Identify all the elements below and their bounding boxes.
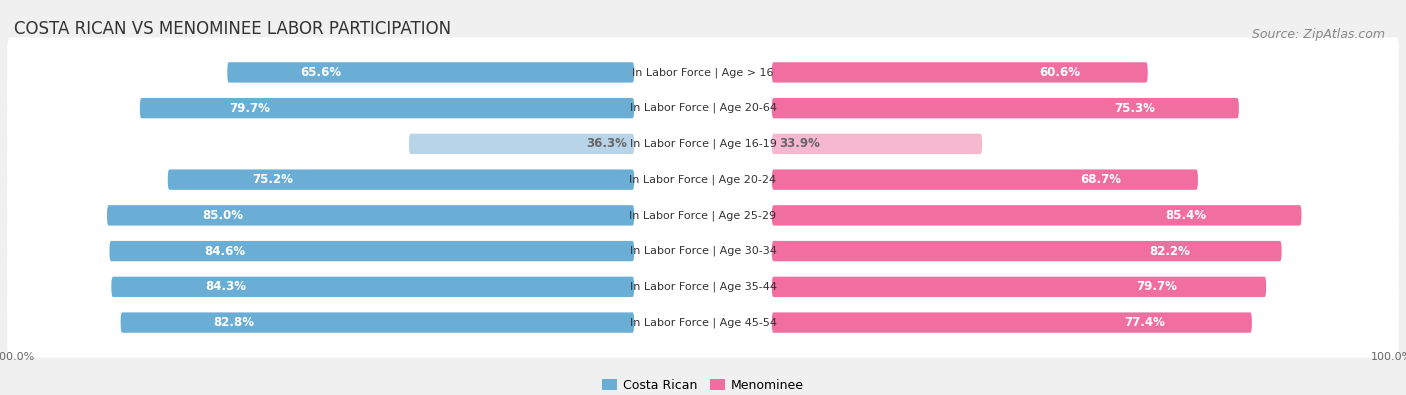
Text: Source: ZipAtlas.com: Source: ZipAtlas.com xyxy=(1251,28,1385,41)
Text: 75.3%: 75.3% xyxy=(1114,102,1154,115)
FancyBboxPatch shape xyxy=(772,62,1147,83)
Text: 79.7%: 79.7% xyxy=(1136,280,1177,293)
FancyBboxPatch shape xyxy=(772,205,1302,226)
Text: In Labor Force | Age 30-34: In Labor Force | Age 30-34 xyxy=(630,246,776,256)
FancyBboxPatch shape xyxy=(110,241,634,261)
Text: In Labor Force | Age > 16: In Labor Force | Age > 16 xyxy=(633,67,773,78)
FancyBboxPatch shape xyxy=(772,241,1282,261)
Text: 82.2%: 82.2% xyxy=(1149,245,1189,258)
Text: 60.6%: 60.6% xyxy=(1039,66,1080,79)
Text: 65.6%: 65.6% xyxy=(301,66,342,79)
FancyBboxPatch shape xyxy=(7,109,1399,179)
FancyBboxPatch shape xyxy=(139,98,634,118)
FancyBboxPatch shape xyxy=(107,205,634,226)
Legend: Costa Rican, Menominee: Costa Rican, Menominee xyxy=(598,375,808,395)
FancyBboxPatch shape xyxy=(772,312,1251,333)
Text: 79.7%: 79.7% xyxy=(229,102,270,115)
FancyBboxPatch shape xyxy=(111,276,634,297)
FancyBboxPatch shape xyxy=(7,288,1399,357)
Text: 36.3%: 36.3% xyxy=(586,137,627,150)
Text: In Labor Force | Age 16-19: In Labor Force | Age 16-19 xyxy=(630,139,776,149)
Text: In Labor Force | Age 45-54: In Labor Force | Age 45-54 xyxy=(630,317,776,328)
FancyBboxPatch shape xyxy=(772,169,1198,190)
Text: 68.7%: 68.7% xyxy=(1080,173,1121,186)
Text: In Labor Force | Age 35-44: In Labor Force | Age 35-44 xyxy=(630,282,776,292)
FancyBboxPatch shape xyxy=(7,145,1399,214)
Text: In Labor Force | Age 20-64: In Labor Force | Age 20-64 xyxy=(630,103,776,113)
Text: 75.2%: 75.2% xyxy=(252,173,292,186)
Text: 33.9%: 33.9% xyxy=(779,137,820,150)
Text: COSTA RICAN VS MENOMINEE LABOR PARTICIPATION: COSTA RICAN VS MENOMINEE LABOR PARTICIPA… xyxy=(14,21,451,38)
FancyBboxPatch shape xyxy=(228,62,634,83)
Text: 85.4%: 85.4% xyxy=(1166,209,1206,222)
FancyBboxPatch shape xyxy=(7,38,1399,107)
FancyBboxPatch shape xyxy=(772,276,1267,297)
Text: In Labor Force | Age 20-24: In Labor Force | Age 20-24 xyxy=(630,174,776,185)
FancyBboxPatch shape xyxy=(7,252,1399,322)
FancyBboxPatch shape xyxy=(7,73,1399,143)
FancyBboxPatch shape xyxy=(121,312,634,333)
Text: 85.0%: 85.0% xyxy=(202,209,243,222)
FancyBboxPatch shape xyxy=(167,169,634,190)
Text: 77.4%: 77.4% xyxy=(1125,316,1166,329)
FancyBboxPatch shape xyxy=(7,181,1399,250)
FancyBboxPatch shape xyxy=(7,216,1399,286)
Text: In Labor Force | Age 25-29: In Labor Force | Age 25-29 xyxy=(630,210,776,221)
FancyBboxPatch shape xyxy=(772,134,983,154)
FancyBboxPatch shape xyxy=(772,98,1239,118)
Text: 82.8%: 82.8% xyxy=(214,316,254,329)
Text: 84.3%: 84.3% xyxy=(205,280,246,293)
Text: 84.6%: 84.6% xyxy=(204,245,245,258)
FancyBboxPatch shape xyxy=(409,134,634,154)
